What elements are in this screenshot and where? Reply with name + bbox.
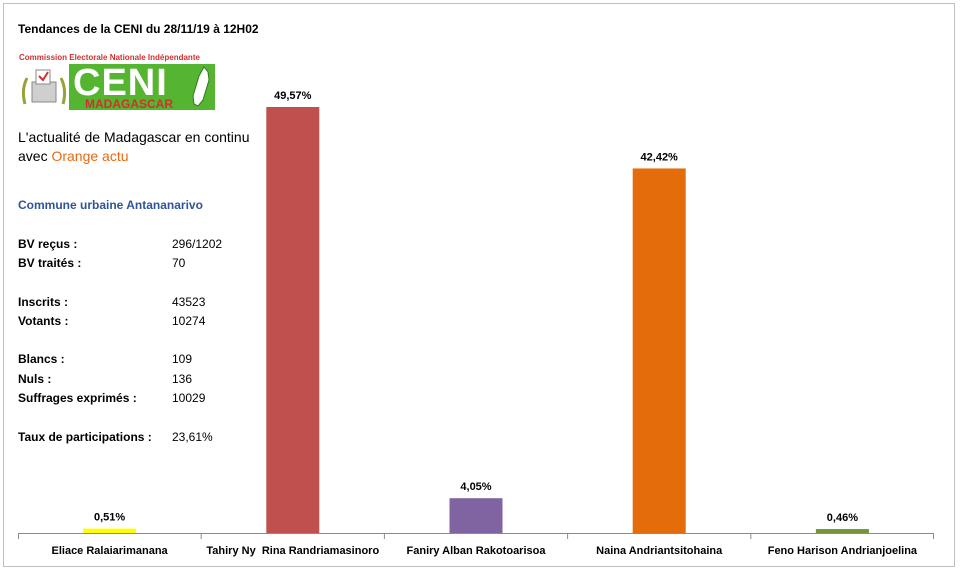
bar bbox=[632, 168, 686, 533]
madagascar-map-icon bbox=[192, 66, 210, 107]
logo-subtitle: Commission Electorale Nationale Indépend… bbox=[19, 53, 200, 62]
data-label: 0,46% bbox=[827, 512, 858, 524]
stat-label: Votants : bbox=[18, 314, 69, 328]
stat-value: 136 bbox=[172, 372, 193, 386]
stat-label: Nuls : bbox=[18, 372, 52, 386]
bar bbox=[815, 529, 869, 533]
category-label: Naina Andriantsitohaina bbox=[596, 545, 723, 557]
promo-text: L'actualité de Madagascar en continu ave… bbox=[18, 128, 250, 166]
stat-value: 70 bbox=[172, 256, 186, 270]
data-label: 4,05% bbox=[460, 481, 491, 493]
data-label: 49,57% bbox=[274, 90, 312, 102]
stat-value: 10274 bbox=[172, 314, 206, 328]
stat-value: 296/1202 bbox=[172, 237, 223, 251]
stat-value: 10029 bbox=[172, 391, 206, 405]
category-label: Faniry Alban Rakotoarisoa bbox=[407, 545, 547, 557]
category-label: Eliace Ralaiarimanana bbox=[52, 545, 169, 557]
logo-country: MADAGASCAR bbox=[85, 97, 173, 111]
commune-heading: Commune urbaine Antananarivo bbox=[18, 198, 203, 212]
stat-value: 23,61% bbox=[172, 430, 213, 444]
stat-label: Blancs : bbox=[18, 352, 65, 366]
ballot-box-icon bbox=[21, 69, 67, 105]
logo-green-block bbox=[69, 64, 215, 110]
bar bbox=[449, 498, 503, 533]
chart-title: Tendances de la CENI du 28/11/19 à 12H02 bbox=[18, 22, 259, 36]
stat-label: BV traités : bbox=[18, 256, 82, 270]
stat-value: 43523 bbox=[172, 295, 206, 309]
bar bbox=[266, 107, 320, 533]
promo-brand: Orange actu bbox=[51, 148, 129, 164]
stat-label: Suffrages exprimés : bbox=[18, 391, 137, 405]
stat-value: 109 bbox=[172, 352, 193, 366]
category-label: Feno Harison Andrianjoelina bbox=[768, 545, 918, 557]
category-label: Tahiry Ny Rina Randriamasinoro bbox=[206, 545, 379, 557]
bar bbox=[83, 528, 137, 533]
stat-label: Taux de participations : bbox=[18, 430, 152, 444]
data-label: 0,51% bbox=[94, 512, 125, 524]
promo-line2: avec Orange actu bbox=[18, 147, 250, 166]
data-label: 42,42% bbox=[641, 151, 679, 163]
promo-line1: L'actualité de Madagascar en continu bbox=[18, 129, 250, 145]
stat-label: Inscrits : bbox=[18, 295, 69, 309]
stat-label: BV reçus : bbox=[18, 237, 78, 251]
ceni-logo: Commission Electorale Nationale Indépend… bbox=[17, 52, 217, 112]
logo-name: CENI bbox=[73, 62, 168, 104]
promo-prefix: avec bbox=[18, 148, 52, 164]
